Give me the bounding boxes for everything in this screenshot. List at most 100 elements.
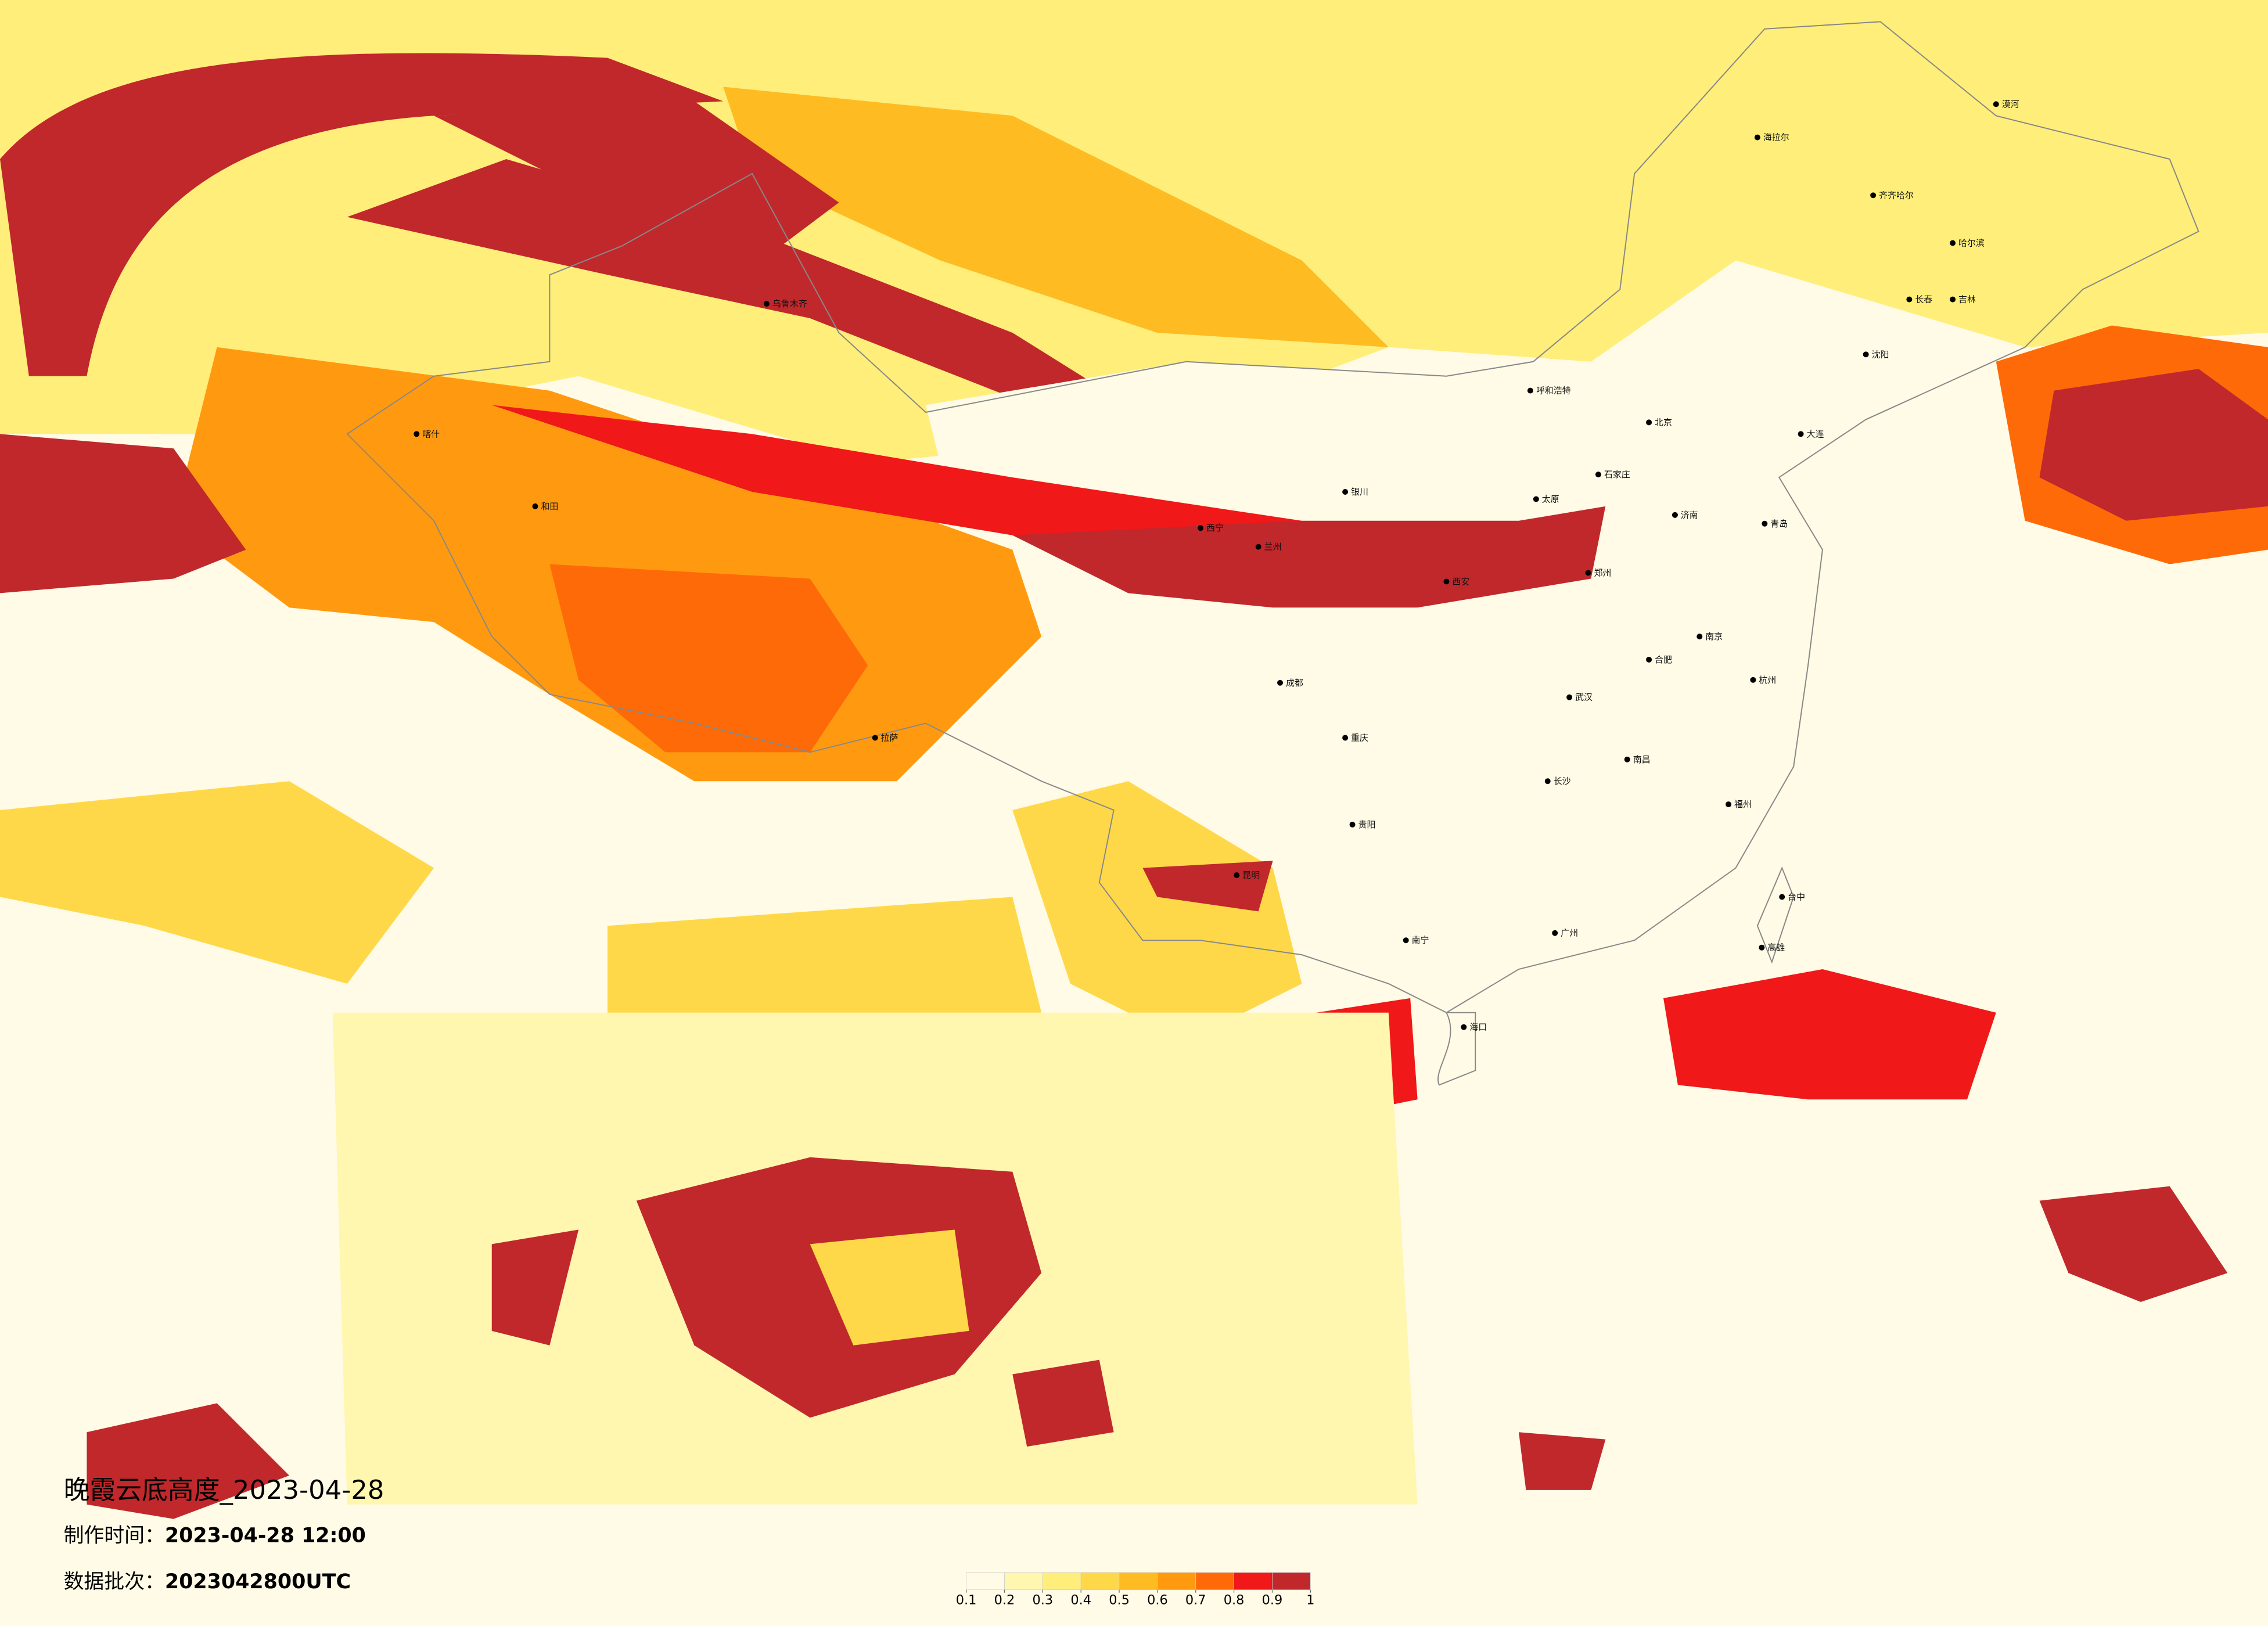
colorbar-box — [966, 1572, 1005, 1591]
city-dot — [1646, 656, 1652, 663]
cloud-area — [1142, 861, 1273, 912]
colorbar-box — [1119, 1572, 1158, 1591]
city-dot — [1696, 634, 1703, 640]
island-border — [1437, 1012, 1476, 1086]
city-name: 长春 — [1915, 294, 1932, 305]
city-name: 兰州 — [1264, 542, 1282, 552]
city: 高雄 — [1759, 942, 1785, 953]
cloud-area — [1663, 969, 1996, 1100]
colorbar-tick-label: 0.5 — [1109, 1593, 1130, 1608]
city-name: 重庆 — [1351, 732, 1368, 743]
city-name: 贵阳 — [1358, 819, 1376, 830]
city-name: 台中 — [1788, 891, 1805, 902]
city-dot — [1544, 778, 1551, 785]
city-dot — [1595, 472, 1601, 478]
island-border — [1756, 866, 1795, 964]
colorbar-box — [1195, 1572, 1234, 1591]
cloud-area — [1012, 781, 1302, 1042]
city: 太原 — [1533, 494, 1559, 504]
city-name: 长沙 — [1554, 776, 1571, 786]
city: 海拉尔 — [1754, 132, 1789, 143]
city-dot — [1779, 894, 1785, 900]
city-dot — [1349, 821, 1356, 828]
city: 北京 — [1646, 417, 1672, 427]
city: 喀什 — [414, 429, 440, 439]
colorbar-box — [1080, 1572, 1120, 1591]
cloud-area — [0, 53, 724, 376]
made-time: 2023-04-28 12:00 — [165, 1524, 366, 1548]
city-name: 合肥 — [1655, 654, 1672, 665]
city-dot — [1342, 735, 1349, 741]
city-dot — [414, 431, 420, 437]
city-dot — [1863, 351, 1869, 358]
city-dot — [532, 503, 538, 509]
city-name: 漠河 — [2002, 99, 2019, 109]
city-name: 青岛 — [1770, 519, 1788, 529]
batch-label: 数据批次： — [64, 1570, 165, 1593]
city-dot — [1950, 240, 1956, 246]
city-name: 福州 — [1734, 799, 1752, 810]
city: 南京 — [1696, 631, 1723, 642]
city: 广州 — [1552, 928, 1578, 938]
city-name: 石家庄 — [1604, 469, 1630, 480]
city-name: 哈尔滨 — [1958, 238, 1985, 248]
cloud-area — [2039, 1186, 2228, 1302]
city-name: 吉林 — [1958, 294, 1976, 305]
cloud-area — [1012, 1359, 1114, 1447]
cloud-area — [347, 159, 1128, 405]
city-name: 西安 — [1452, 576, 1469, 587]
city-dot — [1624, 756, 1630, 762]
city-name: 齐齐哈尔 — [1879, 190, 1914, 200]
city-name: 海口 — [1469, 1022, 1487, 1033]
city-name: 武汉 — [1575, 692, 1593, 703]
title: 晚霞云底高度_2023-04-28 — [64, 1474, 384, 1505]
colorbar-tick-label: 0.1 — [956, 1593, 977, 1608]
cloud-area — [491, 405, 1302, 550]
city-name: 大连 — [1807, 429, 1824, 439]
colorbar-box — [1272, 1572, 1311, 1591]
colorbar-box — [1234, 1572, 1273, 1591]
city: 西宁 — [1198, 523, 1224, 533]
city: 南昌 — [1624, 754, 1651, 765]
city-name: 呼和浩特 — [1536, 386, 1571, 396]
cloud-area — [491, 1229, 579, 1346]
colorbar-tick-label: 0.3 — [1033, 1593, 1054, 1608]
city: 拉萨 — [872, 732, 898, 743]
city-dot — [1585, 570, 1591, 576]
city-dot — [1906, 296, 1913, 303]
made-line: 制作时间：2023-04-28 12:00 — [64, 1524, 366, 1548]
city-dot — [1533, 496, 1539, 502]
city-dot — [1198, 525, 1204, 531]
city: 呼和浩特 — [1527, 386, 1571, 396]
city-dot — [1672, 512, 1678, 518]
city: 台中 — [1779, 891, 1805, 902]
cloud-area — [925, 361, 1823, 1013]
colorbar-box — [1042, 1572, 1081, 1591]
city: 乌鲁木齐 — [763, 298, 807, 309]
city-name: 北京 — [1655, 417, 1672, 427]
city-dot — [1403, 937, 1409, 944]
city-dot — [1950, 296, 1956, 303]
city: 石家庄 — [1595, 469, 1630, 480]
cloud-area — [1518, 1432, 1606, 1490]
city: 大连 — [1798, 429, 1824, 439]
city-dot — [1461, 1024, 1467, 1030]
city-dot — [1993, 101, 1999, 107]
cloud-area — [87, 1403, 290, 1519]
city: 和田 — [532, 501, 558, 512]
city-dot — [1566, 694, 1573, 700]
city: 郑州 — [1585, 567, 1611, 578]
city-name: 郑州 — [1594, 567, 1611, 578]
cloud-area — [0, 434, 246, 593]
city-labels: 漠河 海拉尔 齐齐哈尔 哈尔滨 长春 吉林 沈阳 大连 呼和浩特 北京 石家庄 … — [414, 99, 2019, 1033]
city: 吉林 — [1950, 294, 1976, 305]
city-name: 和田 — [541, 501, 558, 512]
city: 武汉 — [1566, 692, 1593, 703]
city: 漠河 — [1993, 99, 2019, 109]
city-dot — [763, 301, 770, 307]
city-dot — [1798, 431, 1804, 437]
city-name: 南京 — [1705, 631, 1723, 642]
city-dot — [1527, 387, 1533, 394]
